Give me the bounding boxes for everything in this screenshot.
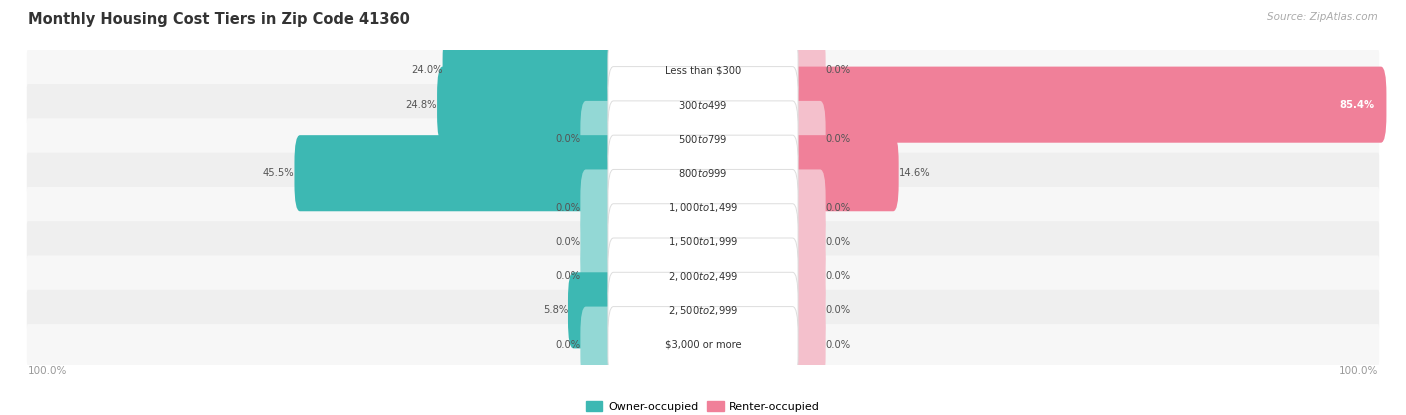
FancyBboxPatch shape — [607, 307, 799, 383]
Text: $300 to $499: $300 to $499 — [678, 99, 728, 111]
Text: 5.8%: 5.8% — [543, 305, 568, 315]
FancyBboxPatch shape — [607, 66, 799, 143]
FancyBboxPatch shape — [27, 290, 1379, 331]
Text: $3,000 or more: $3,000 or more — [665, 339, 741, 349]
Text: 0.0%: 0.0% — [555, 271, 581, 281]
FancyBboxPatch shape — [27, 153, 1379, 194]
FancyBboxPatch shape — [443, 32, 619, 108]
FancyBboxPatch shape — [27, 118, 1379, 159]
Text: 45.5%: 45.5% — [263, 168, 294, 178]
FancyBboxPatch shape — [27, 187, 1379, 228]
Text: 100.0%: 100.0% — [28, 366, 67, 376]
Text: Less than $300: Less than $300 — [665, 66, 741, 76]
Text: Monthly Housing Cost Tiers in Zip Code 41360: Monthly Housing Cost Tiers in Zip Code 4… — [28, 12, 411, 27]
Text: 14.6%: 14.6% — [898, 168, 931, 178]
Text: 0.0%: 0.0% — [555, 134, 581, 144]
FancyBboxPatch shape — [27, 256, 1379, 297]
Text: 0.0%: 0.0% — [825, 66, 851, 76]
Text: 0.0%: 0.0% — [555, 339, 581, 349]
Text: $2,500 to $2,999: $2,500 to $2,999 — [668, 304, 738, 317]
FancyBboxPatch shape — [787, 307, 825, 383]
Text: 24.8%: 24.8% — [405, 100, 437, 110]
FancyBboxPatch shape — [607, 204, 799, 280]
Text: 0.0%: 0.0% — [555, 237, 581, 247]
FancyBboxPatch shape — [27, 84, 1379, 125]
FancyBboxPatch shape — [27, 50, 1379, 91]
Text: 100.0%: 100.0% — [1339, 366, 1378, 376]
FancyBboxPatch shape — [27, 221, 1379, 262]
FancyBboxPatch shape — [787, 66, 1386, 143]
FancyBboxPatch shape — [294, 135, 619, 211]
Text: $1,500 to $1,999: $1,500 to $1,999 — [668, 235, 738, 248]
FancyBboxPatch shape — [581, 238, 619, 314]
Text: 24.0%: 24.0% — [411, 66, 443, 76]
FancyBboxPatch shape — [581, 307, 619, 383]
FancyBboxPatch shape — [787, 204, 825, 280]
FancyBboxPatch shape — [27, 324, 1379, 365]
FancyBboxPatch shape — [787, 169, 825, 246]
FancyBboxPatch shape — [581, 101, 619, 177]
Text: 0.0%: 0.0% — [825, 339, 851, 349]
Text: $1,000 to $1,499: $1,000 to $1,499 — [668, 201, 738, 214]
FancyBboxPatch shape — [607, 238, 799, 314]
Text: 0.0%: 0.0% — [825, 271, 851, 281]
Text: 0.0%: 0.0% — [825, 203, 851, 212]
FancyBboxPatch shape — [607, 101, 799, 177]
Text: $800 to $999: $800 to $999 — [678, 167, 728, 179]
Text: $500 to $799: $500 to $799 — [678, 133, 728, 145]
Legend: Owner-occupied, Renter-occupied: Owner-occupied, Renter-occupied — [581, 397, 825, 415]
FancyBboxPatch shape — [787, 238, 825, 314]
FancyBboxPatch shape — [607, 135, 799, 211]
Text: 0.0%: 0.0% — [555, 203, 581, 212]
FancyBboxPatch shape — [787, 272, 825, 349]
FancyBboxPatch shape — [581, 169, 619, 246]
FancyBboxPatch shape — [581, 204, 619, 280]
FancyBboxPatch shape — [607, 169, 799, 246]
FancyBboxPatch shape — [437, 66, 619, 143]
FancyBboxPatch shape — [607, 32, 799, 108]
FancyBboxPatch shape — [787, 135, 898, 211]
Text: Source: ZipAtlas.com: Source: ZipAtlas.com — [1267, 12, 1378, 22]
FancyBboxPatch shape — [568, 272, 619, 349]
Text: 0.0%: 0.0% — [825, 134, 851, 144]
Text: 0.0%: 0.0% — [825, 237, 851, 247]
Text: 0.0%: 0.0% — [825, 305, 851, 315]
FancyBboxPatch shape — [787, 32, 825, 108]
FancyBboxPatch shape — [607, 272, 799, 349]
Text: $2,000 to $2,499: $2,000 to $2,499 — [668, 270, 738, 283]
Text: 85.4%: 85.4% — [1339, 100, 1374, 110]
FancyBboxPatch shape — [787, 101, 825, 177]
